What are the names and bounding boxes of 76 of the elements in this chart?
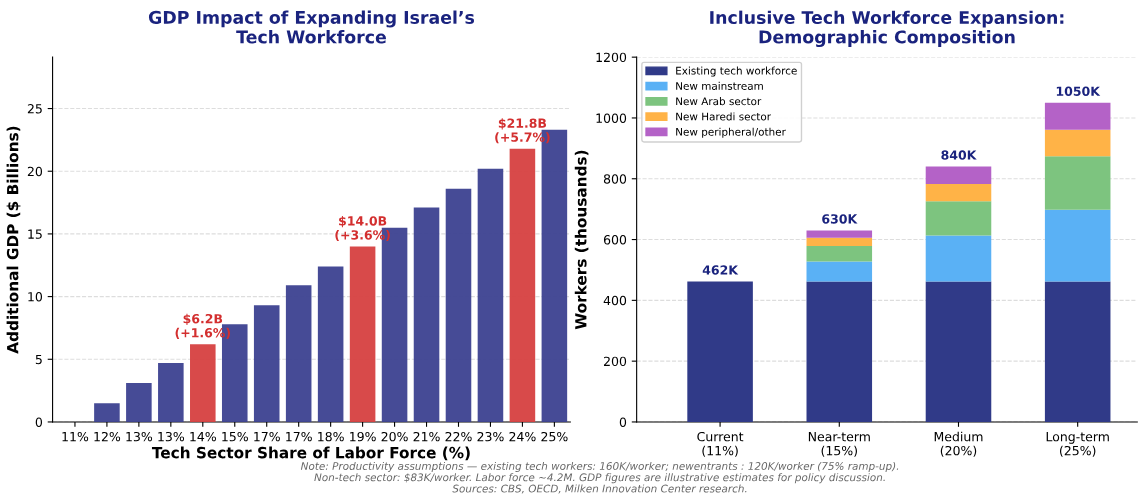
bar xyxy=(1044,156,1111,210)
y-tick-label: 0 xyxy=(619,417,627,427)
y-tick-label: 0 xyxy=(35,417,43,427)
y-tick-label: 25 xyxy=(27,104,42,114)
bar xyxy=(126,383,152,422)
x-tick-label: 17% xyxy=(254,431,280,442)
x-tick-label: 12% xyxy=(94,431,121,442)
x-tick-label: 18% xyxy=(318,431,344,442)
bar xyxy=(806,230,873,238)
x-tick-label: 20% xyxy=(381,431,408,442)
y-tick-label: 800 xyxy=(603,174,627,184)
x-tick-label: 13% xyxy=(126,431,153,442)
bar xyxy=(509,148,536,422)
bar xyxy=(445,188,472,422)
legend-label: Existing tech workforce xyxy=(676,66,797,77)
bar xyxy=(94,403,120,422)
total-label: 840K xyxy=(941,150,977,160)
total-label: 1050K xyxy=(1056,86,1101,96)
bar xyxy=(413,207,440,422)
legend-label: New peripheral/other xyxy=(676,127,786,138)
bar xyxy=(806,237,873,246)
x-tick-label: Long-term (25%) xyxy=(1046,432,1109,457)
bar xyxy=(687,281,753,422)
bar xyxy=(1044,209,1111,282)
x-tick-label: 11% xyxy=(62,431,89,442)
bar xyxy=(190,344,216,422)
x-tick-label: 13% xyxy=(158,431,185,442)
x-tick-label: 23% xyxy=(477,431,504,442)
x-tick-label: 14% xyxy=(190,431,216,442)
y-axis-title: Additional GDP ($ Billions) xyxy=(6,126,21,354)
x-tick-label: 24% xyxy=(509,431,536,442)
x-tick-label: 21% xyxy=(413,431,440,442)
x-axis-title: Tech Sector Share of Labor Force (%) xyxy=(151,446,470,461)
y-axis-title: Workers (thousands) xyxy=(574,150,589,330)
x-tick-label: 15% xyxy=(222,431,248,442)
bar xyxy=(285,285,312,422)
bar xyxy=(925,183,992,202)
legend-label: New Haredi sector xyxy=(676,112,772,121)
text: Note: Productivity assumptions — existing tech workers: 160K/worker; newentrants : 120K/worker (75% ramp-up). Non-tech sector: $83K/worker. Labor force ~4.2M. GDP figures are illustrative estimates for policy discussion. Sources: CBS, OECD, Milken Innovation Center research. xyxy=(300,461,899,494)
bar xyxy=(158,363,184,422)
y-tick-label: 1000 xyxy=(596,113,627,123)
x-tick-label: 19% xyxy=(350,431,376,442)
x-tick-label: Current (11%) xyxy=(697,431,744,457)
bar xyxy=(806,281,873,422)
bar xyxy=(1044,129,1111,157)
y-tick-label: 5 xyxy=(35,354,42,365)
y-tick-label: 20 xyxy=(27,166,43,177)
chart-title: Inclusive Tech Workforce Expansion: Demographic Composition xyxy=(710,10,1064,48)
total-label: 630K xyxy=(822,214,858,224)
bar xyxy=(1044,102,1111,130)
bar xyxy=(1044,281,1111,422)
bar xyxy=(925,235,992,282)
bar xyxy=(925,201,992,236)
legend-label: New Arab sector xyxy=(676,97,762,106)
x-tick-label: 17% xyxy=(286,431,312,442)
y-tick-label: 400 xyxy=(603,295,627,306)
y-tick-label: 1200 xyxy=(596,52,627,63)
bar xyxy=(925,166,992,184)
bar xyxy=(806,245,873,262)
bar xyxy=(925,281,992,422)
legend-label: New mainstream xyxy=(676,81,763,90)
x-tick-label: 22% xyxy=(445,431,472,442)
y-tick-label: 10 xyxy=(28,292,43,302)
y-tick-label: 600 xyxy=(603,235,627,245)
bar xyxy=(317,266,344,422)
bar xyxy=(349,246,376,422)
bar xyxy=(253,305,280,422)
total-label: 462K xyxy=(702,265,739,275)
y-tick-label: 200 xyxy=(603,356,627,367)
chart-title: GDP Impact of Expanding Israel’s Tech Workforce xyxy=(148,10,475,44)
x-tick-label: 25% xyxy=(541,431,568,442)
bar xyxy=(477,168,504,422)
x-tick-label: Medium (20%) xyxy=(934,431,983,457)
bar xyxy=(806,261,873,282)
y-tick-label: 15 xyxy=(28,229,42,239)
x-tick-label: Near-term (15%) xyxy=(808,432,870,457)
